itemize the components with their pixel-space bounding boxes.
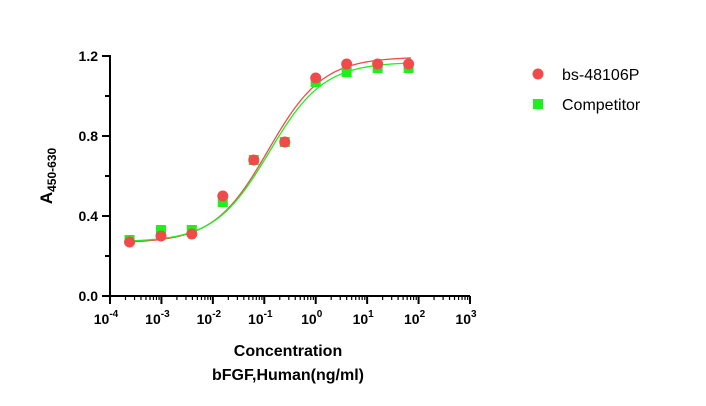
data-point-bs-48106p bbox=[248, 154, 260, 166]
x-axis-title-line1: Concentration bbox=[234, 343, 342, 360]
fit-curve-competitor bbox=[126, 62, 412, 242]
y-axis: 0.0 0.4 0.8 1.2 bbox=[79, 48, 111, 304]
x-axis: 10-4 10-3 10-2 10-1 100 101 102 103 bbox=[94, 295, 477, 327]
x-axis-title-line2: bFGF,Human(ng/ml) bbox=[212, 367, 364, 384]
fit-curve-bs-48106p bbox=[126, 57, 412, 243]
legend-label-bs-48106p: bs-48106P bbox=[562, 67, 639, 84]
data-point-bs-48106p bbox=[186, 228, 198, 240]
x-tick-label: 103 bbox=[455, 309, 477, 327]
legend-label-competitor: Competitor bbox=[562, 97, 641, 114]
data-point-bs-48106p bbox=[124, 236, 136, 248]
data-point-bs-48106p bbox=[217, 190, 229, 202]
x-tick-label: 101 bbox=[353, 309, 375, 327]
data-point-competitor bbox=[341, 67, 352, 77]
y-tick-label: 0.4 bbox=[79, 208, 99, 224]
x-tick-label: 100 bbox=[301, 309, 323, 327]
data-point-bs-48106p bbox=[341, 58, 353, 70]
y-tick-label: 1.2 bbox=[79, 48, 99, 64]
data-point-bs-48106p bbox=[372, 58, 384, 70]
plot-area bbox=[124, 57, 415, 248]
x-tick-label: 10-4 bbox=[94, 309, 119, 327]
legend-marker-competitor bbox=[533, 99, 543, 109]
x-tick-label: 10-1 bbox=[248, 309, 273, 327]
data-point-bs-48106p bbox=[403, 58, 415, 70]
data-point-bs-48106p bbox=[155, 230, 167, 242]
legend: bs-48106P Competitor bbox=[532, 67, 641, 114]
x-tick-label: 102 bbox=[404, 309, 426, 327]
x-tick-label: 10-2 bbox=[197, 309, 222, 327]
y-tick-label: 0.8 bbox=[79, 128, 99, 144]
x-tick-label: 10-3 bbox=[145, 309, 170, 327]
data-point-bs-48106p bbox=[279, 136, 291, 148]
y-axis-title: A450-630 bbox=[37, 148, 59, 205]
legend-marker-bs-48106p bbox=[532, 68, 544, 80]
data-point-bs-48106p bbox=[310, 72, 322, 84]
y-tick-label: 0.0 bbox=[79, 288, 99, 304]
data-point-competitor bbox=[155, 225, 166, 235]
data-point-competitor bbox=[217, 197, 228, 207]
